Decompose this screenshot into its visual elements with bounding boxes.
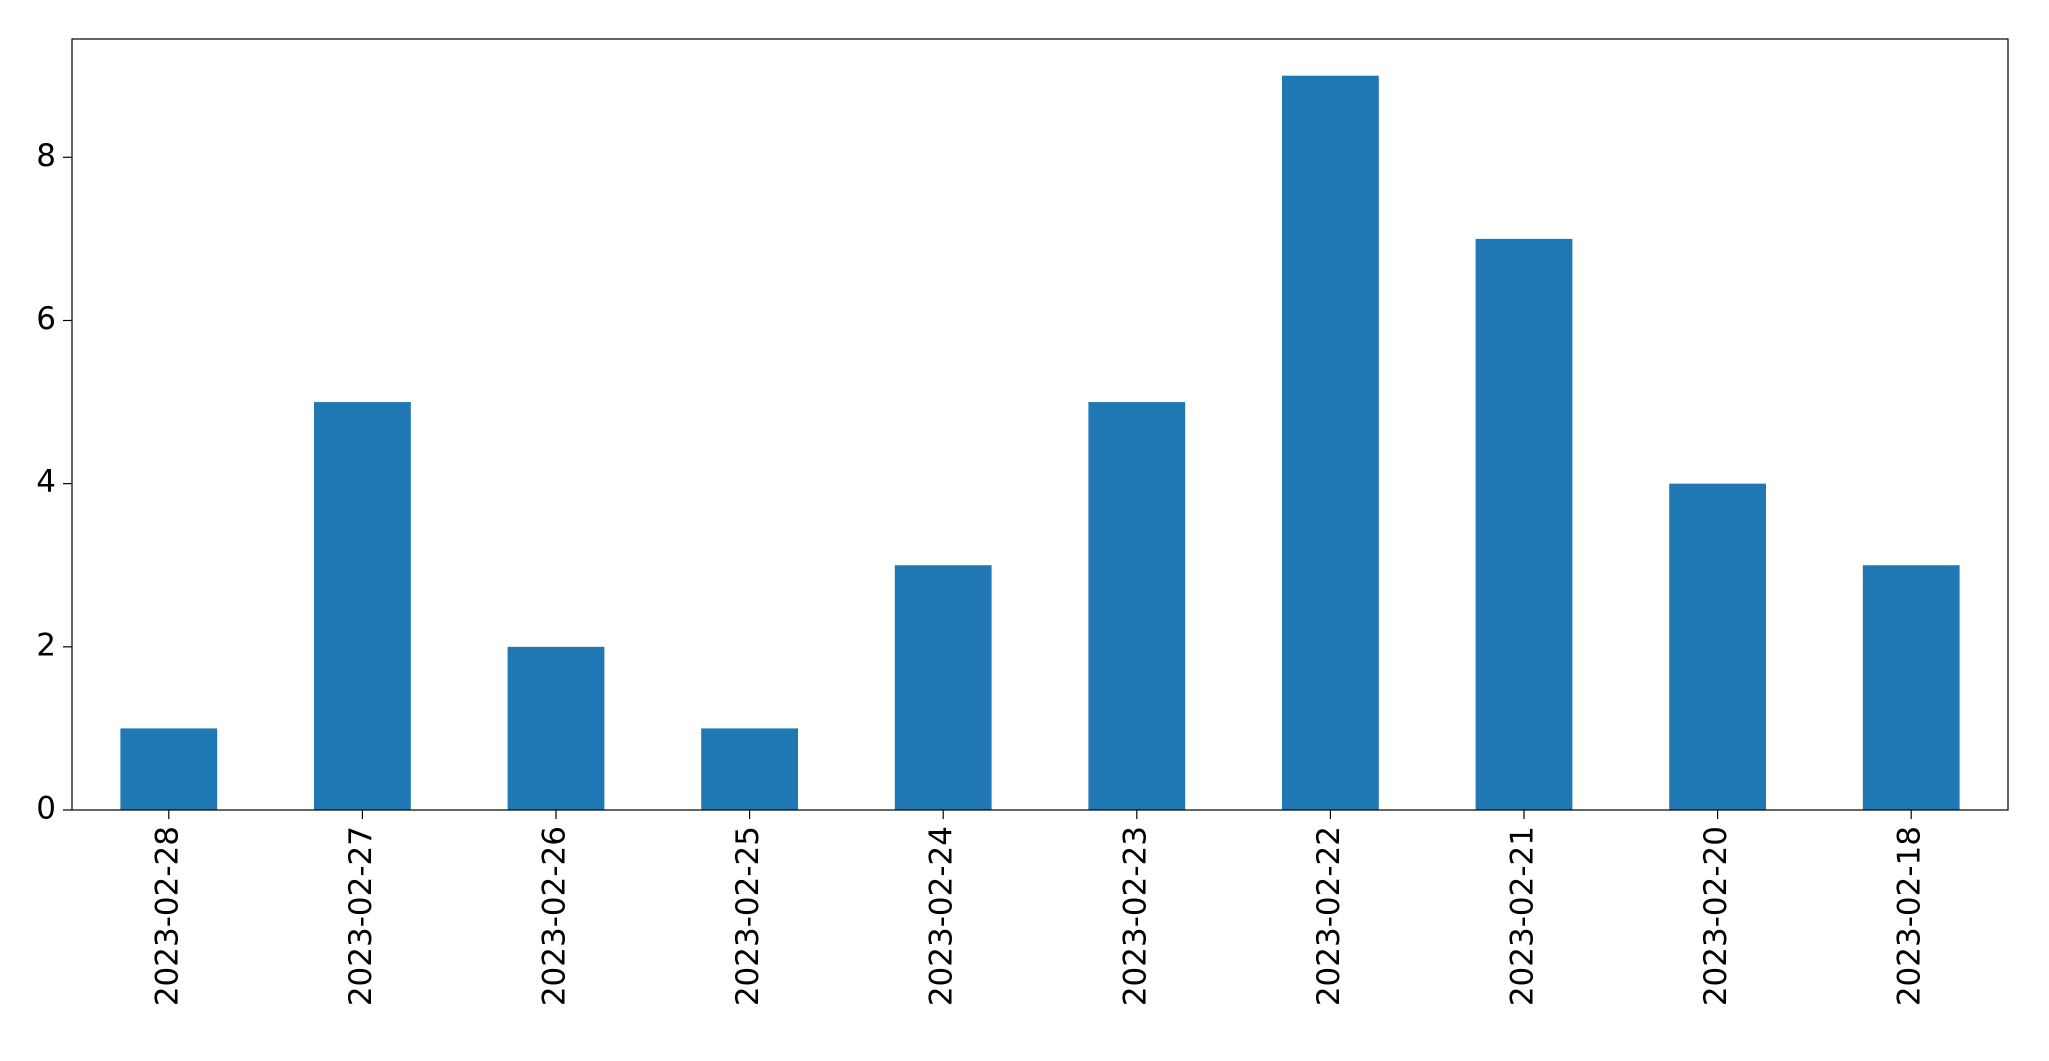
bar [1088, 402, 1186, 810]
y-tick-label: 4 [36, 464, 56, 500]
plot-frame [71, 38, 2009, 811]
y-tick-label: 0 [36, 791, 56, 827]
x-tick-label: 2023-02-18 [1892, 826, 1928, 1006]
bar [507, 646, 605, 810]
bar [894, 565, 992, 810]
y-tick-label: 8 [36, 138, 56, 174]
x-tick-label: 2023-02-21 [1505, 826, 1541, 1006]
bar [701, 728, 798, 810]
bar [1282, 75, 1379, 810]
x-tick-label: 2023-02-26 [537, 826, 573, 1006]
bar [120, 728, 218, 810]
y-tick-label: 6 [36, 301, 56, 337]
x-tick-label: 2023-02-23 [1117, 826, 1153, 1006]
x-tick-label: 2023-02-24 [924, 826, 960, 1006]
bar [1669, 483, 1766, 810]
bar [314, 402, 411, 810]
bar [1862, 565, 1960, 810]
y-tick-label: 2 [36, 627, 56, 663]
x-tick-label: 2023-02-28 [149, 826, 185, 1006]
bar [1475, 238, 1573, 810]
x-tick-label: 2023-02-20 [1698, 826, 1734, 1006]
x-tick-label: 2023-02-27 [343, 826, 379, 1006]
x-tick-label: 2023-02-25 [730, 826, 766, 1006]
x-tick-label: 2023-02-22 [1311, 826, 1347, 1006]
